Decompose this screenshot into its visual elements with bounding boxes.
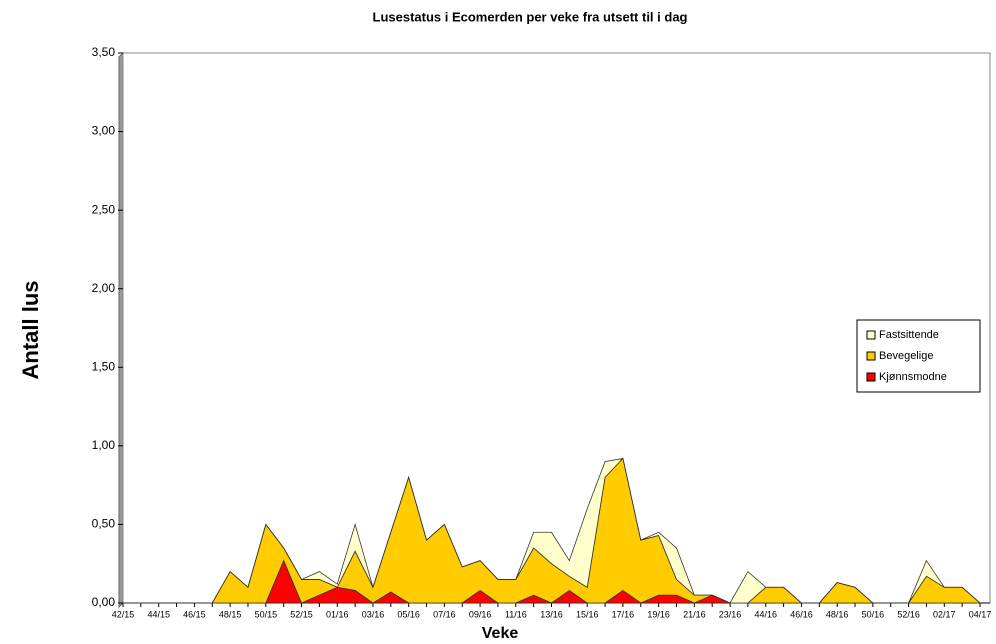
x-tick-label: 13/16: [540, 609, 563, 619]
area: [123, 457, 981, 604]
x-tick-label: 09/16: [469, 609, 492, 619]
legend-swatch: [866, 351, 876, 361]
y-tick-label: 3,00: [92, 124, 116, 138]
y-tick-label: 1,50: [92, 359, 116, 373]
y-tick-label: 1,00: [92, 438, 116, 452]
x-tick-label: 44/16: [754, 609, 777, 619]
x-tick-label: 05/16: [397, 609, 420, 619]
x-tick-label: 46/15: [183, 609, 206, 619]
legend-swatch: [866, 330, 876, 340]
x-tick-label: 01/16: [326, 609, 349, 619]
y-axis-label: Antall lus: [18, 280, 43, 379]
x-tick-label: 52/15: [290, 609, 313, 619]
y-tick-label: 2,00: [92, 281, 116, 295]
x-tick-label: 52/16: [897, 609, 920, 619]
y-tick-label: 0,00: [92, 595, 116, 609]
x-tick-label: 50/15: [255, 609, 278, 619]
y-tick-label: 0,50: [92, 517, 116, 531]
legend-box: [856, 319, 981, 393]
legend-label: Bevegelige: [879, 350, 933, 362]
axis-wall: [118, 51, 124, 609]
x-tick-label: 03/16: [362, 609, 385, 619]
x-tick-label: 19/16: [647, 609, 670, 619]
x-tick-label: 48/15: [219, 609, 242, 619]
legend-label: Kjønnsmodne: [879, 371, 947, 383]
x-tick-label: 46/16: [790, 609, 813, 619]
legend-swatch: [866, 372, 876, 382]
y-tick-label: 2,50: [92, 202, 116, 216]
x-tick-label: 17/16: [612, 609, 635, 619]
x-tick-label: 48/16: [826, 609, 849, 619]
x-tick-label: 50/16: [862, 609, 885, 619]
x-tick-label: 04/17: [969, 609, 992, 619]
x-axis-label: Veke: [482, 625, 519, 642]
x-tick-label: 11/16: [505, 609, 527, 619]
x-tick-label: 07/16: [433, 609, 456, 619]
x-tick-label: 42/15: [112, 609, 135, 619]
y-tick-label: 3,50: [92, 45, 116, 59]
x-tick-label: 23/16: [719, 609, 742, 619]
x-tick-label: 21/16: [683, 609, 706, 619]
chart-title: Lusestatus i Ecomerden per veke fra utse…: [373, 9, 688, 24]
x-tick-label: 15/16: [576, 609, 599, 619]
x-tick-label: 44/15: [147, 609, 170, 619]
x-tick-label: 02/17: [933, 609, 956, 619]
area: [123, 457, 982, 604]
legend-label: Fastsittende: [879, 329, 939, 341]
